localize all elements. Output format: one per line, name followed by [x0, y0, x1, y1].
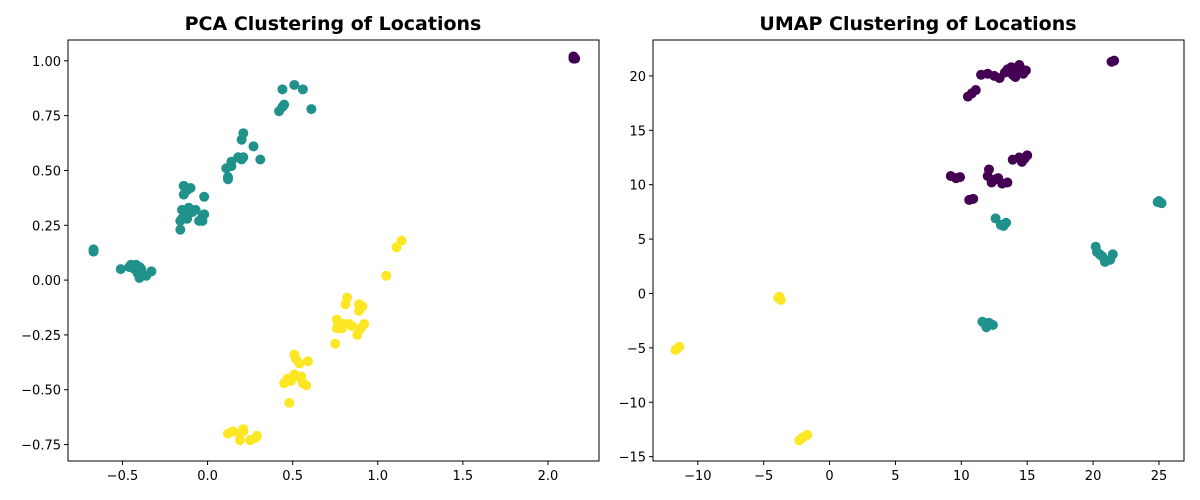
pca-point [185, 183, 196, 194]
umap-x-tick-label: 10 [953, 469, 970, 484]
umap-x-tick-label: 25 [1151, 469, 1168, 484]
umap-chart-title: UMAP Clustering of Locations [759, 13, 1076, 35]
pca-point [238, 424, 249, 435]
umap-axes-frame [652, 39, 1185, 462]
umap-point [1007, 69, 1018, 80]
pca-point [359, 318, 370, 329]
umap-y-tick-label: −5 [627, 342, 646, 357]
pca-point [199, 209, 210, 220]
pca-point [297, 84, 308, 95]
umap-point [955, 172, 966, 183]
pca-chart-title: PCA Clustering of Locations [185, 13, 482, 35]
pca-y-axis: −0.75 −0.50 −0.25 0.00 0.25 0.50 0.75 1.00 [21, 55, 68, 454]
pca-point [222, 174, 233, 185]
umap-y-tick-label: 20 [629, 70, 646, 85]
pca-point [146, 266, 157, 277]
umap-point [1107, 249, 1118, 260]
umap-point [1094, 249, 1105, 260]
umap-point [998, 221, 1009, 232]
umap-point [1016, 156, 1027, 167]
pca-point [277, 84, 288, 95]
pca-axes-frame [67, 39, 600, 462]
pca-point [342, 292, 353, 303]
pca-point [190, 204, 201, 215]
pca-y-tick-label: −0.25 [21, 329, 61, 344]
umap-point [795, 434, 806, 445]
pca-x-tick-label: 0.0 [197, 469, 218, 484]
pca-y-tick-label: −0.50 [21, 384, 61, 399]
umap-y-axis: −15 −10 −5 0 5 10 15 20 [619, 70, 653, 466]
pca-y-tick-label: 0.50 [32, 164, 61, 179]
umap-point [1014, 60, 1025, 71]
pca-point [381, 270, 392, 281]
pca-point [284, 397, 295, 408]
pca-point [115, 264, 126, 275]
umap-x-tick-label: 0 [825, 469, 833, 484]
pca-x-tick-label: 2.0 [538, 469, 559, 484]
pca-x-tick-label: 0.5 [282, 469, 303, 484]
umap-point [673, 342, 684, 353]
umap-y-tick-label: 5 [638, 233, 646, 248]
umap-y-tick-label: 0 [638, 287, 646, 302]
pca-point [570, 53, 581, 64]
pca-y-tick-label: 0.25 [32, 219, 61, 234]
umap-point [1002, 177, 1013, 188]
umap-point [1109, 55, 1120, 66]
pca-point [396, 235, 407, 246]
umap-chart: UMAP Clustering of Locations −10 −5 0 5 10 15… [619, 13, 1185, 484]
pca-point [238, 128, 249, 139]
pca-y-tick-label: 0.75 [32, 110, 61, 125]
pca-point [255, 154, 266, 165]
pca-point [248, 141, 259, 152]
umap-point [1020, 65, 1031, 76]
pca-point [238, 152, 249, 163]
umap-x-tick-label: −5 [754, 469, 773, 484]
pca-point [88, 246, 99, 257]
umap-x-tick-label: 15 [1019, 469, 1036, 484]
pca-point [175, 224, 186, 235]
umap-point [982, 318, 993, 329]
umap-y-tick-label: −15 [619, 451, 646, 466]
pca-chart: PCA Clustering of Locations −0.5 0.0 0.5 1.… [21, 13, 600, 484]
pca-point [347, 321, 358, 332]
pca-points [88, 51, 581, 446]
pca-point [199, 191, 210, 202]
pca-x-axis: −0.5 0.0 0.5 1.0 1.5 2.0 [107, 461, 559, 484]
pca-point [289, 79, 300, 90]
pca-point [306, 104, 317, 115]
pca-point [302, 356, 313, 367]
umap-points [670, 55, 1167, 446]
pca-x-tick-label: 1.5 [453, 469, 474, 484]
pca-point [357, 301, 368, 312]
pca-y-tick-label: 1.00 [32, 55, 61, 70]
umap-point [970, 85, 981, 96]
pca-point [234, 435, 245, 446]
umap-point [1152, 197, 1163, 208]
pca-x-tick-label: −0.5 [107, 469, 139, 484]
umap-y-tick-label: 15 [629, 124, 646, 139]
umap-x-tick-label: 20 [1085, 469, 1102, 484]
umap-x-tick-label: −10 [684, 469, 711, 484]
pca-point [301, 380, 312, 391]
umap-x-axis: −10 −5 0 5 10 15 20 25 [684, 461, 1167, 484]
pca-point [330, 338, 341, 349]
pca-y-tick-label: −0.75 [21, 439, 61, 454]
umap-point [773, 292, 784, 303]
umap-y-tick-label: 10 [629, 179, 646, 194]
pca-point [294, 358, 305, 369]
umap-y-tick-label: −10 [619, 396, 646, 411]
umap-x-tick-label: 5 [891, 469, 899, 484]
pca-x-tick-label: 1.0 [367, 469, 388, 484]
pca-point [279, 99, 290, 110]
pca-point [251, 430, 262, 441]
umap-point [968, 193, 979, 204]
pca-y-tick-label: 0.00 [32, 274, 61, 289]
umap-point [983, 164, 994, 175]
